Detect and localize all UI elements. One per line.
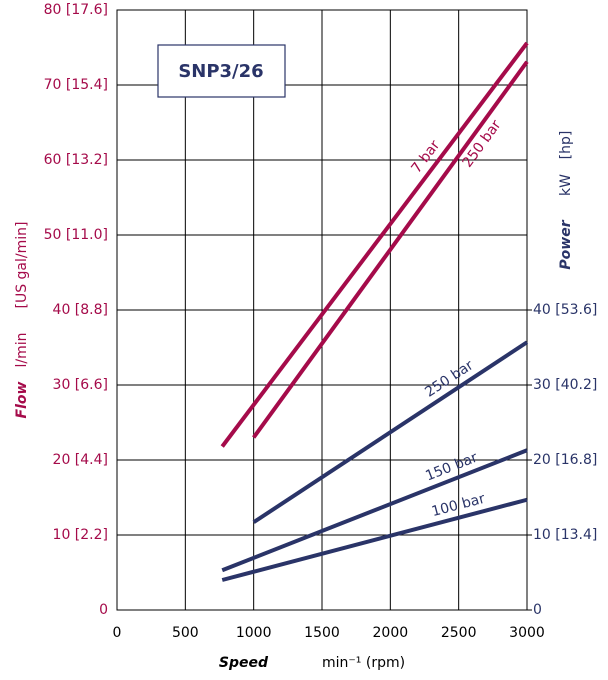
series-line: [252, 60, 529, 439]
x-tick-label: 1500: [304, 625, 340, 641]
x-label: Speed: [219, 655, 269, 671]
series-line: [221, 497, 528, 582]
y2-tick-label: 0: [533, 602, 542, 618]
y-tick-label: 0: [99, 602, 108, 618]
y-alt-unit: [US gal/min]: [14, 222, 30, 309]
series-line: [252, 340, 529, 524]
x-tick-label: 2500: [441, 625, 477, 641]
y-tick-label: 50 [11.0]: [44, 227, 108, 243]
y-unit: l/min: [14, 332, 30, 367]
y-tick-label: 40 [8.8]: [53, 302, 108, 318]
series-line: [221, 448, 528, 573]
y2-label: Power: [558, 219, 574, 269]
x-unit: min⁻¹ (rpm): [322, 655, 405, 671]
title-box: [157, 44, 286, 98]
y2-alt-unit: [hp]: [558, 131, 574, 160]
x-tick-label: 3000: [509, 625, 545, 641]
y-label: Flow: [14, 381, 30, 418]
y2-tick-label: 10 [13.4]: [533, 527, 597, 543]
y-tick-label: 70 [15.4]: [44, 77, 108, 93]
y-tick-label: 30 [6.6]: [53, 377, 108, 393]
y-tick-label: 20 [4.4]: [53, 452, 108, 468]
y2-tick-label: 40 [53.6]: [533, 302, 597, 318]
series-label: 7 bar: [408, 137, 443, 176]
x-tick-label: 500: [172, 625, 199, 641]
y2-unit: kW: [558, 174, 574, 196]
y-tick-label: 60 [13.2]: [44, 152, 108, 168]
chart-title: SNP3/26: [178, 61, 263, 82]
x-tick-label: 1000: [236, 625, 272, 641]
series-line: [220, 41, 529, 448]
y-tick-label: 10 [2.2]: [53, 527, 108, 543]
y-tick-label: 80 [17.6]: [44, 2, 108, 18]
y2-tick-label: 20 [16.8]: [533, 452, 597, 468]
x-tick-label: 2000: [373, 625, 409, 641]
x-tick-label: 0: [113, 625, 122, 641]
y2-tick-label: 30 [40.2]: [533, 377, 597, 393]
